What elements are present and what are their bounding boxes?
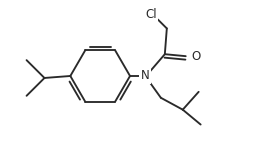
Text: N: N xyxy=(140,69,149,83)
Text: Cl: Cl xyxy=(145,8,157,21)
Text: O: O xyxy=(191,50,200,63)
